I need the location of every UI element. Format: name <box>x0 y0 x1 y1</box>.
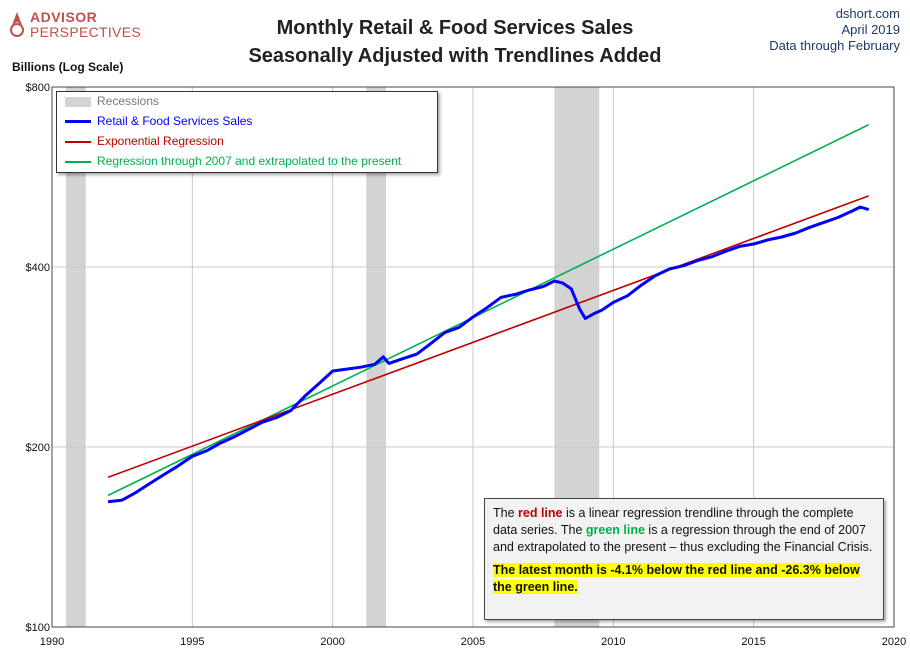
logo-line1: ADVISOR <box>30 9 98 25</box>
annotation-text: The red line is a linear regression tren… <box>493 506 873 554</box>
x-tick-label: 2020 <box>882 636 906 648</box>
latest-month-highlight: The latest month is -4.1% below the red … <box>493 563 860 594</box>
x-tick-label: 1995 <box>180 636 204 648</box>
series-lines <box>107 123 870 504</box>
exponential-regression-line <box>107 195 869 479</box>
title-line2: Seasonally Adjusted with Trendlines Adde… <box>248 45 662 67</box>
title-line1: Monthly Retail & Food Services Sales <box>276 17 634 39</box>
legend-label: Regression through 2007 and extrapolated… <box>97 154 402 168</box>
annotation-box: The red line is a linear regression tren… <box>484 498 884 620</box>
legend-retail-sales: Retail & Food Services Sales <box>65 114 252 128</box>
recession-band <box>66 87 86 627</box>
x-tick-label: 2000 <box>320 636 344 648</box>
compass-icon <box>10 12 24 37</box>
y-tick-label: $200 <box>26 442 50 454</box>
legend-label: Exponential Regression <box>97 134 224 148</box>
regression-2007-line <box>107 123 870 497</box>
retail-sales-line <box>107 205 870 504</box>
data-through: Data through February <box>769 38 900 53</box>
logo-line2: PERSPECTIVES <box>30 24 141 40</box>
advisor-perspectives-logo: ADVISOR PERSPECTIVES <box>8 8 158 44</box>
x-tick-label: 2015 <box>741 636 765 648</box>
axis-ticks: 1990 1995 2000 2005 2010 2015 2020 $100 $200 $400… <box>26 82 907 648</box>
publish-date: April 2019 <box>841 22 900 37</box>
red-line-term: red line <box>518 506 563 520</box>
legend-swatch <box>65 120 91 124</box>
source-info: dshort.com April 2019 Data through Febru… <box>769 6 900 54</box>
plot-frame <box>51 86 895 628</box>
legend-label: Recessions <box>97 94 160 108</box>
legend-swatch <box>65 96 91 107</box>
source: dshort.com <box>835 6 900 21</box>
y-axis-label: Billions (Log Scale) <box>12 60 124 74</box>
legend: Recessions Retail & Food Services Sales … <box>56 91 438 173</box>
legend-regression-2007: Regression through 2007 and extrapolated… <box>65 154 401 168</box>
y-tick-label: $100 <box>26 622 50 634</box>
y-tick-label: $800 <box>26 82 50 94</box>
x-tick-label: 2010 <box>601 636 625 648</box>
chart-title: Monthly Retail & Food Services Sales Sea… <box>180 14 730 70</box>
legend-recessions: Recessions <box>65 94 159 108</box>
x-tick-label: 1990 <box>40 636 64 648</box>
legend-swatch <box>65 160 91 163</box>
legend-swatch <box>65 140 91 143</box>
y-tick-label: $400 <box>26 262 50 274</box>
legend-label: Retail & Food Services Sales <box>97 114 253 128</box>
recession-band <box>366 87 386 627</box>
green-line-term: green line <box>585 523 645 537</box>
x-tick-label: 2005 <box>461 636 485 648</box>
legend-exponential-regression: Exponential Regression <box>65 134 224 148</box>
